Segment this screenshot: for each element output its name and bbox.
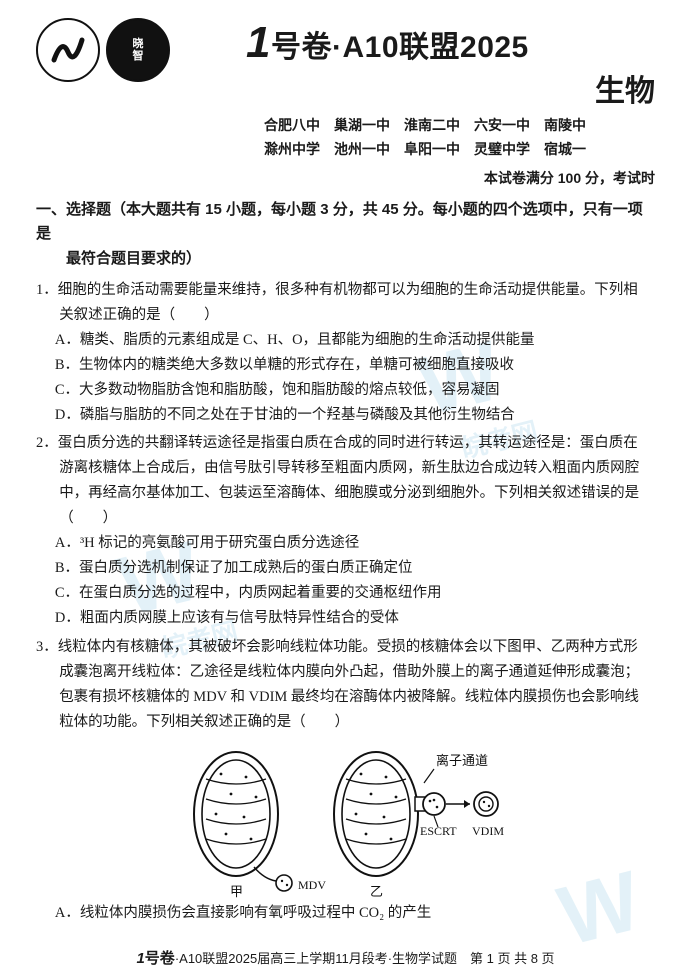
title-block: 1号卷·A10联盟2025 生物 xyxy=(246,18,655,110)
question-2: 2．蛋白质分选的共翻译转运途径是指蛋白质在合成的同时进行转运，其转运途径是：蛋白… xyxy=(36,431,655,631)
question-2-stem-l3: 中，再经高尔基体加工、包装运至溶酶体、细胞膜或分泌到细胞外。下列相关叙述错误的是 xyxy=(36,481,655,506)
section-1-heading-l2: 最符合题目要求的） xyxy=(36,247,655,272)
question-1-stem-l1: 细胞的生命活动需要能量来维持，很多种有机物都可以为细胞的生命活动提供能量。下列相 xyxy=(58,282,638,298)
question-3-stem-l4: 粒体的功能。下列相关叙述正确的是（ ） xyxy=(36,710,655,735)
question-1-number: 1． xyxy=(36,282,58,298)
full-score-line: 本试卷满分 100 分，考试时 xyxy=(36,168,655,188)
section-1-heading-l1: 一、选择题（本大题共有 15 小题，每小题 3 分，共 45 分。每小题的四个选… xyxy=(36,201,643,243)
question-2-option-d: D．粗面内质网膜上应该有与信号肽特异性结合的受体 xyxy=(36,606,655,631)
section-1-heading: 一、选择题（本大题共有 15 小题，每小题 3 分，共 45 分。每小题的四个选… xyxy=(36,198,655,272)
question-3-number: 3． xyxy=(36,639,58,655)
question-3: 3．线粒体内有核糖体，其被破坏会影响线粒体功能。受损的核糖体会以下图甲、乙两种方… xyxy=(36,635,655,735)
question-1: 1．细胞的生命活动需要能量来维持，很多种有机物都可以为细胞的生命活动提供能量。下… xyxy=(36,278,655,428)
schools-line-1: 合肥八中 巢湖一中 淮南二中 六安一中 南陵中 xyxy=(264,114,655,138)
diagram-escrt-label: ESCRT xyxy=(420,824,457,838)
paper-title-main: 1号卷·A10联盟2025 xyxy=(246,18,655,68)
diagram-right-label: 乙 xyxy=(370,884,383,899)
question-3-stem-l3: 包裹有损坏核糖体的 MDV 和 VDIM 最终均在溶酶体内被降解。线粒体内膜损伤… xyxy=(36,685,655,710)
logo-xiaozhi-icon: 晓 智 xyxy=(106,18,170,82)
logo-alliance-icon xyxy=(36,18,100,82)
schools-line-2: 滁州中学 池州一中 阜阳一中 灵璧中学 宿城一 xyxy=(264,138,655,162)
logo-xiaozhi-top: 晓 xyxy=(133,38,144,50)
mitochondria-diagram-icon: MDV 甲 离子通道 ESCRT VDIM 乙 xyxy=(166,739,526,899)
schools-list: 合肥八中 巢湖一中 淮南二中 六安一中 南陵中 滁州中学 池州一中 阜阳一中 灵… xyxy=(264,114,655,162)
question-2-option-c: C．在蛋白质分选的过程中，内质网起着重要的交通枢纽作用 xyxy=(36,581,655,606)
question-2-option-a: A．³H 标记的亮氨酸可用于研究蛋白质分选途径 xyxy=(36,531,655,556)
question-2-stem-l2: 游离核糖体上合成后，由信号肽引导转移至粗面内质网，新生肽边合成边转入粗面内质网腔 xyxy=(36,456,655,481)
question-1-stem-l2: 关叙述正确的是（ ） xyxy=(36,303,655,328)
footer-rest: ·A10联盟2025届高三上学期11月段考·生物学试题 第 1 页 共 8 页 xyxy=(175,951,555,966)
page-footer: 11号卷号卷·A10联盟2025届高三上学期11月段考·生物学试题 第 1 页 … xyxy=(0,947,691,968)
header-row: 晓 智 1号卷·A10联盟2025 生物 xyxy=(36,18,655,110)
question-1-option-c: C．大多数动物脂肪含饱和脂肪酸，饱和脂肪酸的熔点较低，容易凝固 xyxy=(36,378,655,403)
question-3-option-a: A．线粒体内膜损伤会直接影响有氧呼吸过程中 CO₂ 的产生 xyxy=(36,901,655,926)
logo-xiaozhi-bot: 智 xyxy=(133,50,144,62)
question-3-stem-l2: 成囊泡离开线粒体：乙途径是线粒体内膜向外凸起，借助外膜上的离子通道延伸形成囊泡； xyxy=(36,660,655,685)
exam-page: 晓 智 1号卷·A10联盟2025 生物 合肥八中 巢湖一中 淮南二中 六安一中… xyxy=(0,0,691,940)
diagram-mdv-label: MDV xyxy=(298,878,326,892)
question-2-option-b: B．蛋白质分选机制保证了加工成熟后的蛋白质正确定位 xyxy=(36,556,655,581)
diagram-ion-channel-label: 离子通道 xyxy=(436,753,488,768)
paper-title-subject: 生物 xyxy=(246,66,655,110)
question-2-number: 2． xyxy=(36,435,58,451)
question-1-option-a: A．糖类、脂质的元素组成是 C、H、O，且都能为细胞的生命活动提供能量 xyxy=(36,328,655,353)
question-1-option-d: D．磷脂与脂肪的不同之处在于甘油的一个羟基与磷酸及其他衍生物结合 xyxy=(36,403,655,428)
question-2-stem-l1: 蛋白质分选的共翻译转运途径是指蛋白质在合成的同时进行转运，其转运途径是：蛋白质在 xyxy=(58,435,638,451)
question-2-stem-l4: （ ） xyxy=(36,506,655,531)
question-3-options: A．线粒体内膜损伤会直接影响有氧呼吸过程中 CO₂ 的产生 xyxy=(36,901,655,926)
footer-bold: 11号卷号卷 xyxy=(136,950,174,967)
question-3-diagram: MDV 甲 离子通道 ESCRT VDIM 乙 xyxy=(36,739,655,899)
logo-glyph-icon xyxy=(48,30,88,70)
question-3-stem-l1: 线粒体内有核糖体，其被破坏会影响线粒体功能。受损的核糖体会以下图甲、乙两种方式形 xyxy=(58,639,638,655)
diagram-vdim-label: VDIM xyxy=(472,824,504,838)
diagram-left-label: 甲 xyxy=(230,884,243,899)
paper-title-main-text: 号卷·A10联盟2025 xyxy=(271,31,529,64)
question-1-option-b: B．生物体内的糖类绝大多数以单糖的形式存在，单糖可被细胞直接吸收 xyxy=(36,353,655,378)
